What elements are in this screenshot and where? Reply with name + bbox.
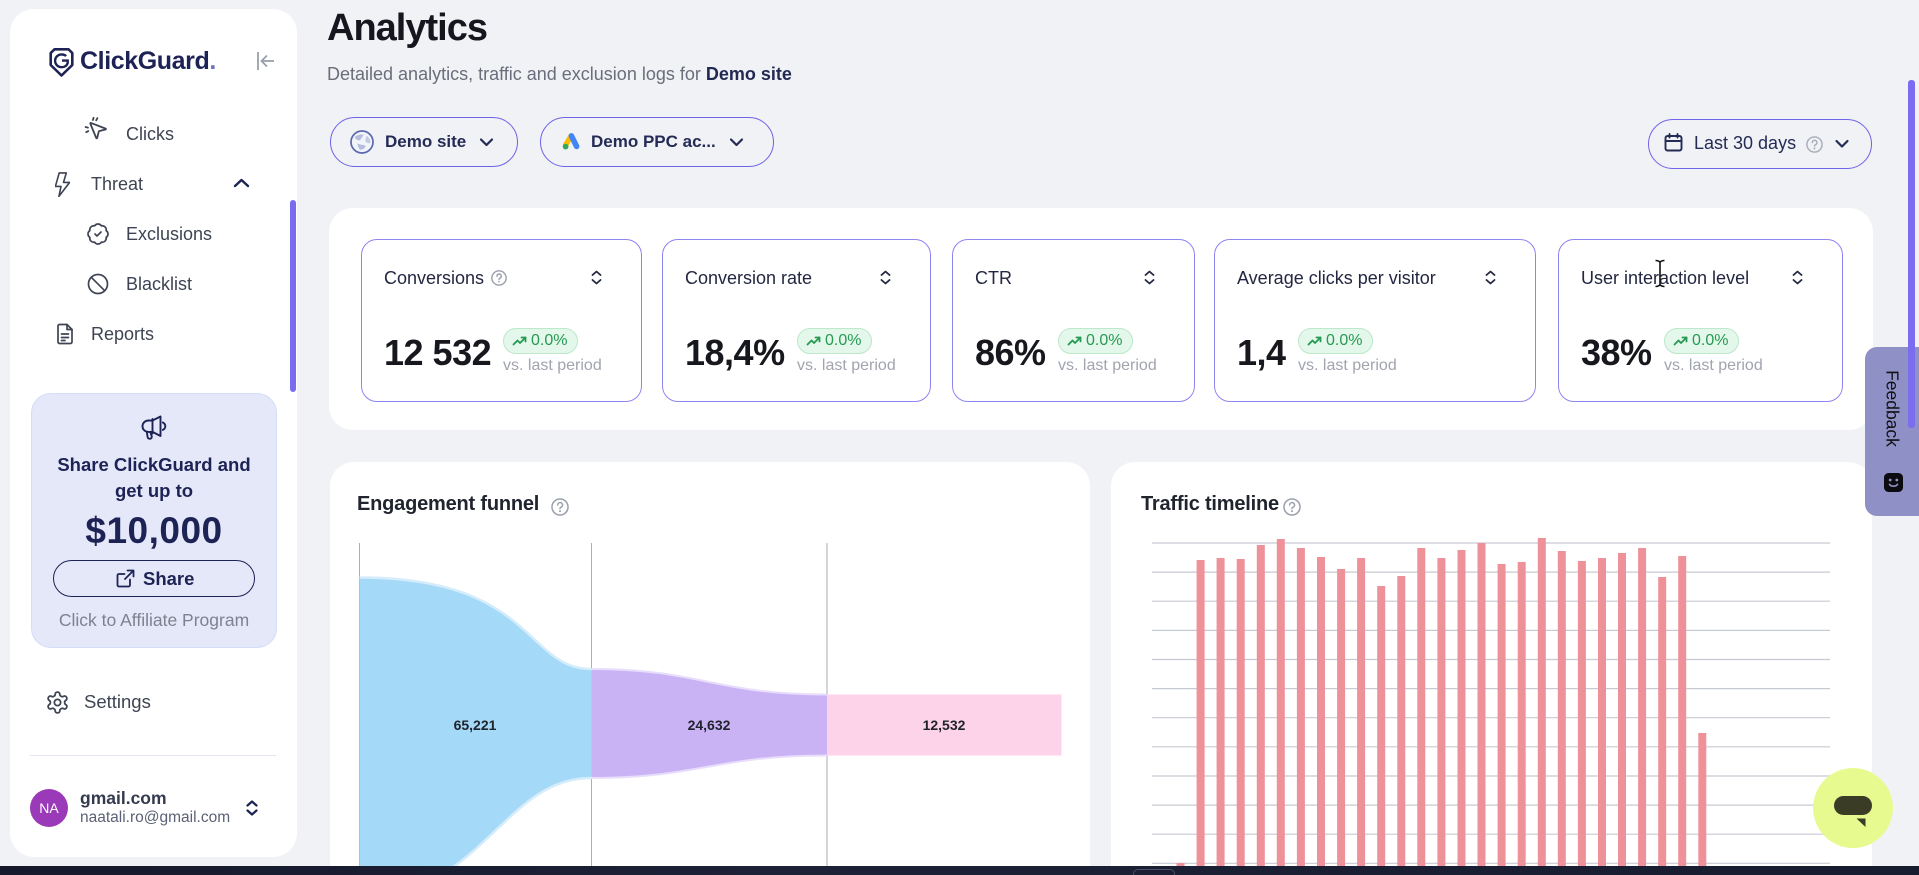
svg-text:65,221: 65,221 [454,717,497,733]
svg-text:24,632: 24,632 [688,717,731,733]
svg-text:12,532: 12,532 [923,717,966,733]
